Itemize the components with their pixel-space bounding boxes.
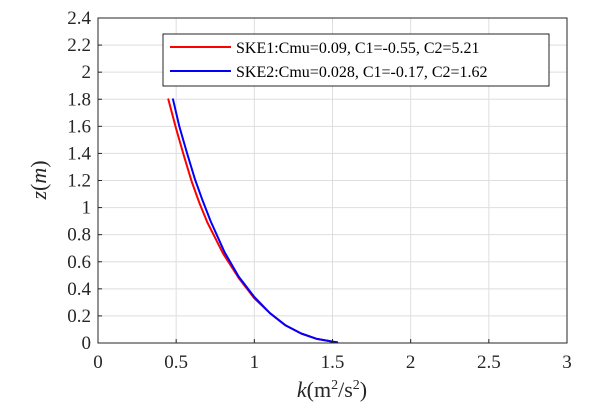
x-tick-label: 1.5 xyxy=(321,352,345,373)
legend-label-ske2: SKE2:Cmu=0.028, C1=-0.17, C2=1.62 xyxy=(236,64,488,81)
y-tick-label: 0.6 xyxy=(67,252,91,273)
x-tick-label: 2 xyxy=(406,352,416,373)
y-tick-label: 2.4 xyxy=(67,8,91,29)
axis-ticks: 0 0.5 1 1.5 2 2.5 3 0 0.2 0.4 0.6 0.8 1 1.2 1.4 1.6 1.8 2… xyxy=(67,8,572,373)
y-tick-label: 1 xyxy=(82,198,92,219)
y-tick-label: 2.2 xyxy=(67,35,91,56)
x-tick-label: 3 xyxy=(562,352,572,373)
y-tick-label: 0.8 xyxy=(67,225,91,246)
y-tick-label: 2 xyxy=(82,62,92,83)
y-tick-label: 1.2 xyxy=(67,171,91,192)
y-tick-label: 0 xyxy=(82,333,92,354)
legend: SKE1:Cmu=0.09, C1=-0.55, C2=5.21 SKE2:Cm… xyxy=(162,33,550,87)
x-tick-label: 2.5 xyxy=(477,352,501,373)
y-tick-label: 0.2 xyxy=(67,306,91,327)
series-line-ske2 xyxy=(172,98,339,344)
y-axis-label: z(m) xyxy=(26,160,51,200)
y-tick-label: 1.8 xyxy=(67,89,91,110)
series-lines xyxy=(167,98,339,344)
y-tick-label: 0.4 xyxy=(67,279,91,300)
x-axis-label: k(m2/s2) xyxy=(297,377,367,402)
y-tick-label: 1.4 xyxy=(67,143,91,164)
x-tick-label: 0.5 xyxy=(164,352,188,373)
legend-box xyxy=(162,33,550,87)
y-tick-label: 1.6 xyxy=(67,116,91,137)
x-tick-label: 0 xyxy=(93,352,103,373)
legend-label-ske1: SKE1:Cmu=0.09, C1=-0.55, C2=5.21 xyxy=(236,40,480,57)
x-tick-label: 1 xyxy=(250,352,260,373)
